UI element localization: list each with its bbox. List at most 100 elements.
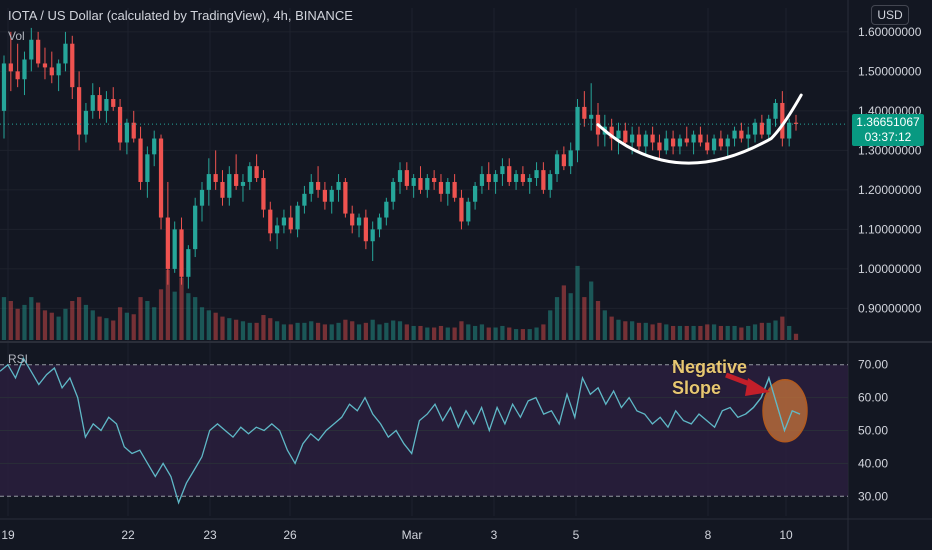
candle-body bbox=[773, 102, 778, 119]
volume-bar bbox=[541, 324, 546, 340]
candle-body bbox=[138, 138, 143, 182]
candle-body bbox=[131, 122, 136, 139]
time-axis-tick-label: 10 bbox=[779, 528, 793, 542]
volume-bar bbox=[83, 304, 89, 340]
volume-bar bbox=[179, 277, 184, 340]
candle-body bbox=[145, 154, 150, 182]
volume-bar bbox=[254, 322, 259, 340]
candle-body bbox=[650, 134, 655, 143]
price-axis-tick-label: 1.20000000 bbox=[858, 183, 922, 197]
candle-body bbox=[561, 154, 566, 167]
volume-bar bbox=[8, 301, 13, 340]
volume-bar bbox=[97, 316, 102, 340]
volume-bar bbox=[370, 319, 375, 340]
candle-body bbox=[513, 174, 519, 182]
candle-body bbox=[336, 181, 341, 190]
time-axis-tick-label: 3 bbox=[491, 528, 498, 542]
volume-bar bbox=[732, 325, 737, 340]
volume-bar bbox=[616, 319, 621, 340]
candle-body bbox=[507, 166, 512, 182]
candle-body bbox=[582, 106, 587, 119]
candle-body bbox=[554, 154, 560, 175]
time-axis-tick-label: 22 bbox=[121, 528, 135, 542]
volume-bar bbox=[711, 324, 717, 340]
candle-body bbox=[397, 170, 403, 182]
candle-body bbox=[472, 185, 478, 202]
volume-bar bbox=[63, 308, 68, 340]
chart-title: IOTA / US Dollar (calculated by TradingV… bbox=[8, 8, 353, 23]
volume-bar bbox=[493, 327, 498, 340]
volume-bar bbox=[90, 310, 95, 340]
volume-label: Vol bbox=[8, 29, 25, 43]
volume-bar bbox=[70, 301, 75, 340]
volume-bar bbox=[643, 322, 648, 340]
volume-bar bbox=[459, 321, 464, 340]
candle-body bbox=[117, 106, 123, 143]
rsi-axis-tick-label: 60.00 bbox=[858, 391, 888, 405]
volume-bar bbox=[698, 325, 703, 340]
volume-bar bbox=[377, 324, 382, 340]
candle-body bbox=[186, 249, 191, 277]
price-axis-tick-label: 1.10000000 bbox=[858, 222, 922, 236]
volume-bar bbox=[568, 293, 573, 340]
candle-body bbox=[377, 217, 382, 230]
price-axis-tick-label: 1.50000000 bbox=[858, 64, 922, 78]
volume-bar bbox=[117, 307, 123, 340]
time-axis-tick-label: 26 bbox=[283, 528, 297, 542]
candle-body bbox=[254, 166, 259, 179]
volume-bar bbox=[534, 327, 539, 340]
volume-bar bbox=[650, 324, 655, 340]
currency-button[interactable]: USD bbox=[871, 5, 909, 25]
volume-bar bbox=[466, 324, 471, 340]
volume-bar bbox=[104, 318, 109, 340]
rsi-axis-tick-label: 70.00 bbox=[858, 358, 888, 372]
candle-body bbox=[8, 63, 13, 72]
volume-bar bbox=[302, 322, 307, 340]
candle-body bbox=[152, 138, 157, 155]
candle-body bbox=[193, 205, 198, 250]
volume-bar bbox=[513, 329, 519, 340]
candle-body bbox=[677, 138, 683, 147]
candle-body bbox=[213, 174, 218, 182]
volume-bar bbox=[42, 310, 48, 340]
candle-body bbox=[158, 138, 164, 218]
candle-body bbox=[493, 174, 498, 182]
volume-bar bbox=[247, 322, 252, 340]
candle-body bbox=[206, 174, 211, 190]
volume-bar bbox=[152, 307, 157, 340]
volume-bar bbox=[636, 322, 642, 340]
candle-body bbox=[548, 174, 553, 190]
volume-bar bbox=[124, 312, 130, 340]
candle-body bbox=[56, 63, 61, 76]
volume-bar bbox=[472, 325, 478, 340]
volume-bar bbox=[1, 297, 7, 340]
volume-bar bbox=[746, 325, 751, 340]
candle-body bbox=[725, 138, 730, 147]
candle-body bbox=[466, 201, 471, 222]
candle-body bbox=[261, 178, 266, 210]
candle-body bbox=[657, 142, 662, 151]
candle-body bbox=[29, 39, 34, 60]
candle-body bbox=[172, 229, 177, 269]
volume-bar bbox=[29, 297, 34, 340]
candle-body bbox=[711, 138, 717, 151]
volume-bar bbox=[404, 324, 409, 340]
candle-body bbox=[643, 134, 648, 147]
volume-bar bbox=[309, 321, 314, 340]
candle-body bbox=[732, 130, 737, 139]
candle-body bbox=[15, 71, 20, 80]
volume-bar bbox=[630, 321, 635, 340]
volume-bar bbox=[322, 324, 328, 340]
candle-body bbox=[527, 178, 532, 182]
candle-body bbox=[705, 142, 710, 151]
volume-bar bbox=[350, 321, 355, 340]
volume-bar bbox=[138, 297, 143, 340]
candle-body bbox=[759, 122, 764, 135]
rsi-label: RSI bbox=[8, 352, 29, 366]
time-axis-tick-label: 23 bbox=[203, 528, 217, 542]
candle-body bbox=[350, 213, 355, 226]
volume-bar bbox=[718, 325, 724, 340]
candle-body bbox=[36, 39, 41, 64]
annotation-arrow-head bbox=[745, 378, 770, 396]
